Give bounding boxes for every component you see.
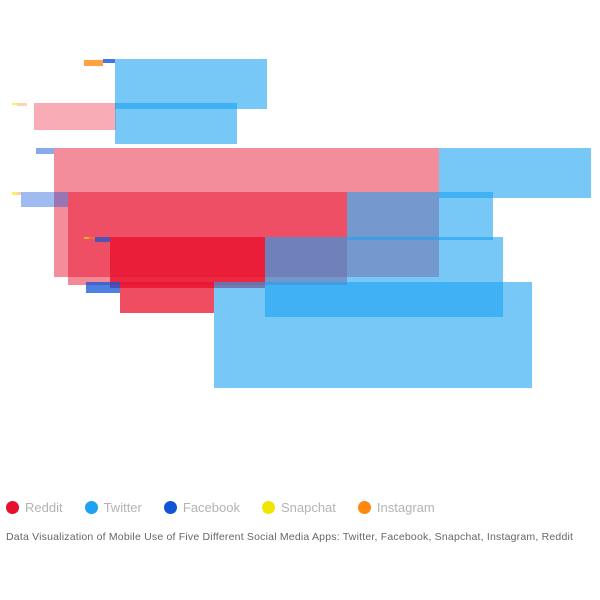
legend-label-snapchat: Snapchat — [280, 500, 336, 515]
bar-facebook-12 — [21, 192, 68, 207]
bar-reddit-5 — [34, 103, 116, 130]
legend-label-facebook: Facebook — [182, 500, 240, 515]
bar-snapchat-10 — [12, 192, 17, 195]
legend-item-instagram: Instagram — [357, 500, 435, 515]
legend-item-twitter: Twitter — [84, 500, 142, 515]
legend-swatch-reddit — [6, 501, 19, 514]
chart-legend: Reddit Twitter Facebook Snapchat Instagram — [6, 500, 457, 515]
bar-instagram-11 — [17, 192, 21, 195]
chart-plot-area — [12, 59, 591, 388]
legend-label-twitter: Twitter — [103, 500, 142, 515]
bar-snapchat-15 — [84, 237, 89, 239]
legend-swatch-snapchat — [261, 501, 275, 514]
chart-caption: Data Visualization of Mobile Use of Five… — [6, 531, 574, 543]
bar-snapchat-3 — [12, 103, 17, 105]
legend-swatch-facebook — [163, 501, 177, 514]
bar-facebook-1 — [103, 59, 115, 63]
bar-facebook-7 — [36, 148, 54, 154]
legend-item-facebook: Facebook — [163, 500, 240, 515]
legend-item-snapchat: Snapchat — [261, 500, 336, 515]
bar-instagram-16 — [89, 237, 95, 239]
bar-reddit-21 — [120, 282, 214, 313]
bar-instagram-4 — [17, 103, 27, 106]
legend-label-reddit: Reddit — [25, 500, 63, 515]
bar-twitter-22 — [214, 282, 532, 388]
bar-twitter-6 — [115, 103, 237, 144]
bar-reddit-18 — [110, 237, 265, 288]
bar-instagram-0 — [84, 60, 103, 66]
legend-item-reddit: Reddit — [6, 500, 63, 515]
legend-swatch-twitter — [84, 501, 98, 514]
legend-label-instagram: Instagram — [376, 500, 435, 515]
bar-facebook-20 — [86, 282, 120, 293]
bar-twitter-2 — [115, 59, 267, 109]
legend-swatch-instagram — [357, 501, 371, 514]
bar-twitter-9 — [439, 148, 591, 198]
bar-twitter-14 — [347, 192, 493, 240]
bar-facebook-17 — [95, 237, 110, 242]
